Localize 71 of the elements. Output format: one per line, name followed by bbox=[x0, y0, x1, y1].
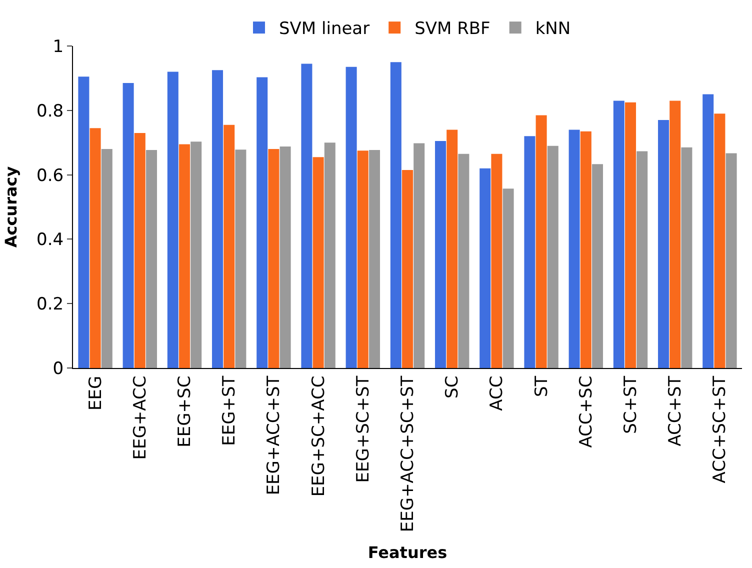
bar bbox=[122, 83, 134, 368]
x-tick-label: ACC+ST bbox=[666, 375, 686, 446]
x-tick-label: EEG+SC bbox=[175, 376, 196, 448]
y-tick-label: 0 bbox=[52, 358, 64, 379]
y-tick-label: 0.8 bbox=[36, 101, 64, 122]
y-tick-label: 0.2 bbox=[36, 294, 64, 315]
x-tick-label: ACC+SC+ST bbox=[710, 375, 730, 484]
bar bbox=[480, 168, 491, 368]
bar bbox=[714, 114, 726, 368]
bar bbox=[592, 164, 603, 368]
bar bbox=[212, 70, 224, 368]
bar bbox=[524, 136, 536, 368]
x-tick-label: ST bbox=[532, 375, 552, 397]
x-tick-label: EEG+ST bbox=[220, 375, 240, 446]
bar bbox=[178, 144, 190, 368]
bar bbox=[670, 100, 681, 368]
bar bbox=[402, 170, 414, 368]
y-axis-title: Accuracy bbox=[1, 166, 20, 248]
bar bbox=[78, 76, 90, 368]
bar bbox=[146, 150, 157, 368]
bar bbox=[624, 102, 636, 368]
bar bbox=[568, 130, 580, 368]
x-tick-label: ACC+SC bbox=[576, 376, 596, 448]
bar bbox=[90, 128, 101, 368]
y-tick-label: 1 bbox=[52, 36, 64, 57]
bar bbox=[167, 72, 178, 368]
bar bbox=[681, 147, 692, 368]
bar bbox=[346, 66, 357, 368]
x-tick-label: EEG+SC+ACC bbox=[308, 376, 329, 497]
bar bbox=[502, 188, 514, 368]
bar bbox=[547, 146, 558, 368]
bar bbox=[190, 142, 202, 368]
x-tick-label: EEG+ACC bbox=[130, 376, 150, 460]
bar bbox=[268, 149, 280, 368]
bar bbox=[235, 150, 246, 368]
x-axis-title: Features bbox=[368, 542, 448, 562]
x-tick-label: SC+ST bbox=[621, 375, 642, 434]
bar bbox=[491, 154, 502, 368]
bar bbox=[446, 130, 458, 368]
x-tick-label: ACC bbox=[487, 376, 508, 411]
x-tick-label: EEG+ACC+ST bbox=[264, 375, 284, 496]
x-tick-label: EEG+SC+ST bbox=[353, 375, 374, 483]
legend-label: SVM linear bbox=[279, 19, 370, 40]
bar bbox=[636, 151, 648, 368]
bar bbox=[357, 150, 368, 368]
bar bbox=[458, 154, 470, 368]
bar bbox=[435, 140, 446, 368]
x-tick-label: SC bbox=[442, 376, 463, 398]
bar bbox=[390, 62, 402, 368]
bar bbox=[414, 143, 425, 368]
x-tick-label: EEG bbox=[86, 376, 106, 410]
bar bbox=[613, 100, 624, 368]
bar bbox=[301, 64, 312, 368]
x-tick-label: EEG+ACC+SC+ST bbox=[398, 375, 418, 532]
bar bbox=[536, 115, 547, 368]
bar bbox=[324, 142, 336, 368]
bar bbox=[368, 150, 380, 368]
bar bbox=[134, 132, 146, 368]
bar bbox=[580, 131, 592, 368]
bar bbox=[256, 77, 268, 368]
bar bbox=[726, 153, 737, 368]
bar bbox=[312, 157, 324, 368]
bar bbox=[702, 94, 714, 368]
bar bbox=[658, 120, 670, 368]
legend-label: kNN bbox=[535, 19, 571, 40]
bar bbox=[224, 124, 235, 368]
y-tick-label: 0.4 bbox=[36, 230, 64, 250]
legend-label: SVM RBF bbox=[414, 19, 490, 40]
bar bbox=[280, 146, 291, 368]
y-tick-label: 0.6 bbox=[36, 166, 64, 186]
bar bbox=[101, 149, 112, 368]
